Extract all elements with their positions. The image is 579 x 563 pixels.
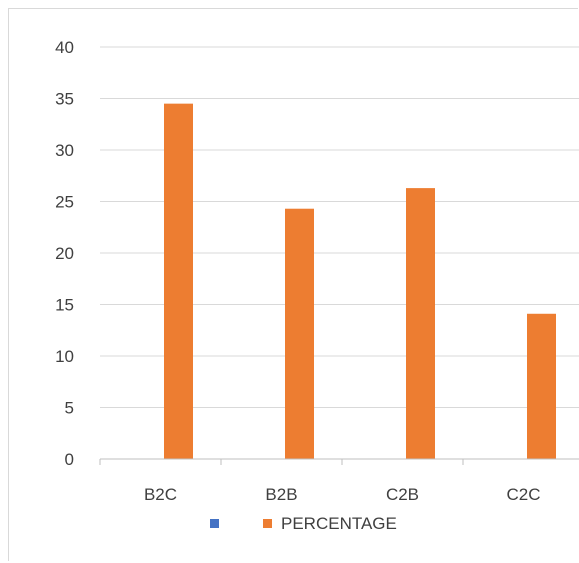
x-axis [99,458,579,465]
x-tick-label: B2C [144,485,177,504]
bars [164,103,556,460]
y-axis-ticks: 0 5 10 15 20 25 30 35 40 [55,38,74,469]
y-tick-label: 0 [65,450,74,469]
bar-percentage-c2c [527,313,556,459]
bar-percentage-b2c [164,103,193,460]
y-tick-label: 35 [55,90,74,109]
y-tick-label: 20 [55,244,74,263]
legend-label: PERCENTAGE [281,514,397,533]
x-axis-ticks: B2C B2B C2B C2C [144,485,541,504]
legend-swatch [263,519,272,528]
y-tick-label: 25 [55,193,74,212]
x-tick-label: C2C [506,485,540,504]
y-tick-label: 10 [55,347,74,366]
bar-percentage-c2b [406,188,435,460]
legend-swatch [210,519,219,528]
legend: PERCENTAGE [210,514,397,533]
bar-percentage-b2b [285,208,314,459]
y-tick-label: 5 [65,399,74,418]
y-tick-label: 40 [55,38,74,57]
y-tick-label: 30 [55,141,74,160]
y-tick-label: 15 [55,296,74,315]
x-tick-label: C2B [386,485,419,504]
gridlines [100,46,579,408]
chart-frame [8,8,578,561]
x-tick-label: B2B [265,485,297,504]
